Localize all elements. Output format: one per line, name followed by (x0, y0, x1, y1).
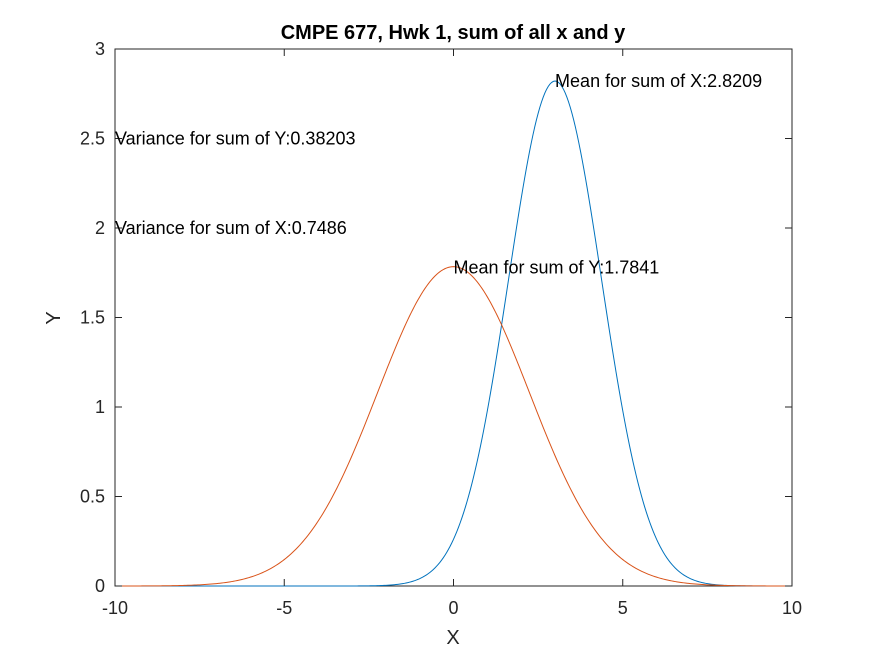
y-axis-label: Y (43, 311, 65, 324)
x-tick-label: 5 (618, 598, 628, 618)
y-tick-label: 2.5 (80, 129, 105, 149)
y-tick-label: 2 (95, 218, 105, 238)
y-tick-label: 0.5 (80, 487, 105, 507)
annotations-group: Mean for sum of X:2.8209 Variance for sum… (115, 71, 762, 277)
y-tick-label: 1 (95, 397, 105, 417)
x-tick-label: 10 (782, 598, 802, 618)
y-tick-label: 0 (95, 576, 105, 596)
chart-title: CMPE 677, Hwk 1, sum of all x and y (281, 22, 626, 44)
y-tick-label: 3 (95, 39, 105, 59)
axes-box (114, 48, 793, 587)
x-tick-label: -10 (102, 598, 128, 618)
annotation-label: Variance for sum of X:0.7486 (115, 218, 347, 238)
series-line-2 (115, 266, 792, 587)
annotation-label: Mean for sum of Y:1.7841 (454, 257, 660, 277)
annotation-label: Variance for sum of Y:0.38203 (115, 129, 356, 149)
series-line-1 (115, 80, 792, 587)
ticks-group: -10 -5 0 5 10 0 0.5 1 1.5 2 2.5 3 (80, 39, 802, 618)
annotation-label: Mean for sum of X:2.8209 (555, 71, 762, 91)
x-tick-label: -5 (276, 598, 292, 618)
x-tick-label: 0 (448, 598, 458, 618)
series-group (115, 80, 792, 587)
y-tick-label: 1.5 (80, 308, 105, 328)
x-axis-label: X (446, 627, 459, 649)
plot-area: -10 -5 0 5 10 0 0.5 1 1.5 2 2.5 3 Mean for sum of X… (80, 39, 802, 618)
